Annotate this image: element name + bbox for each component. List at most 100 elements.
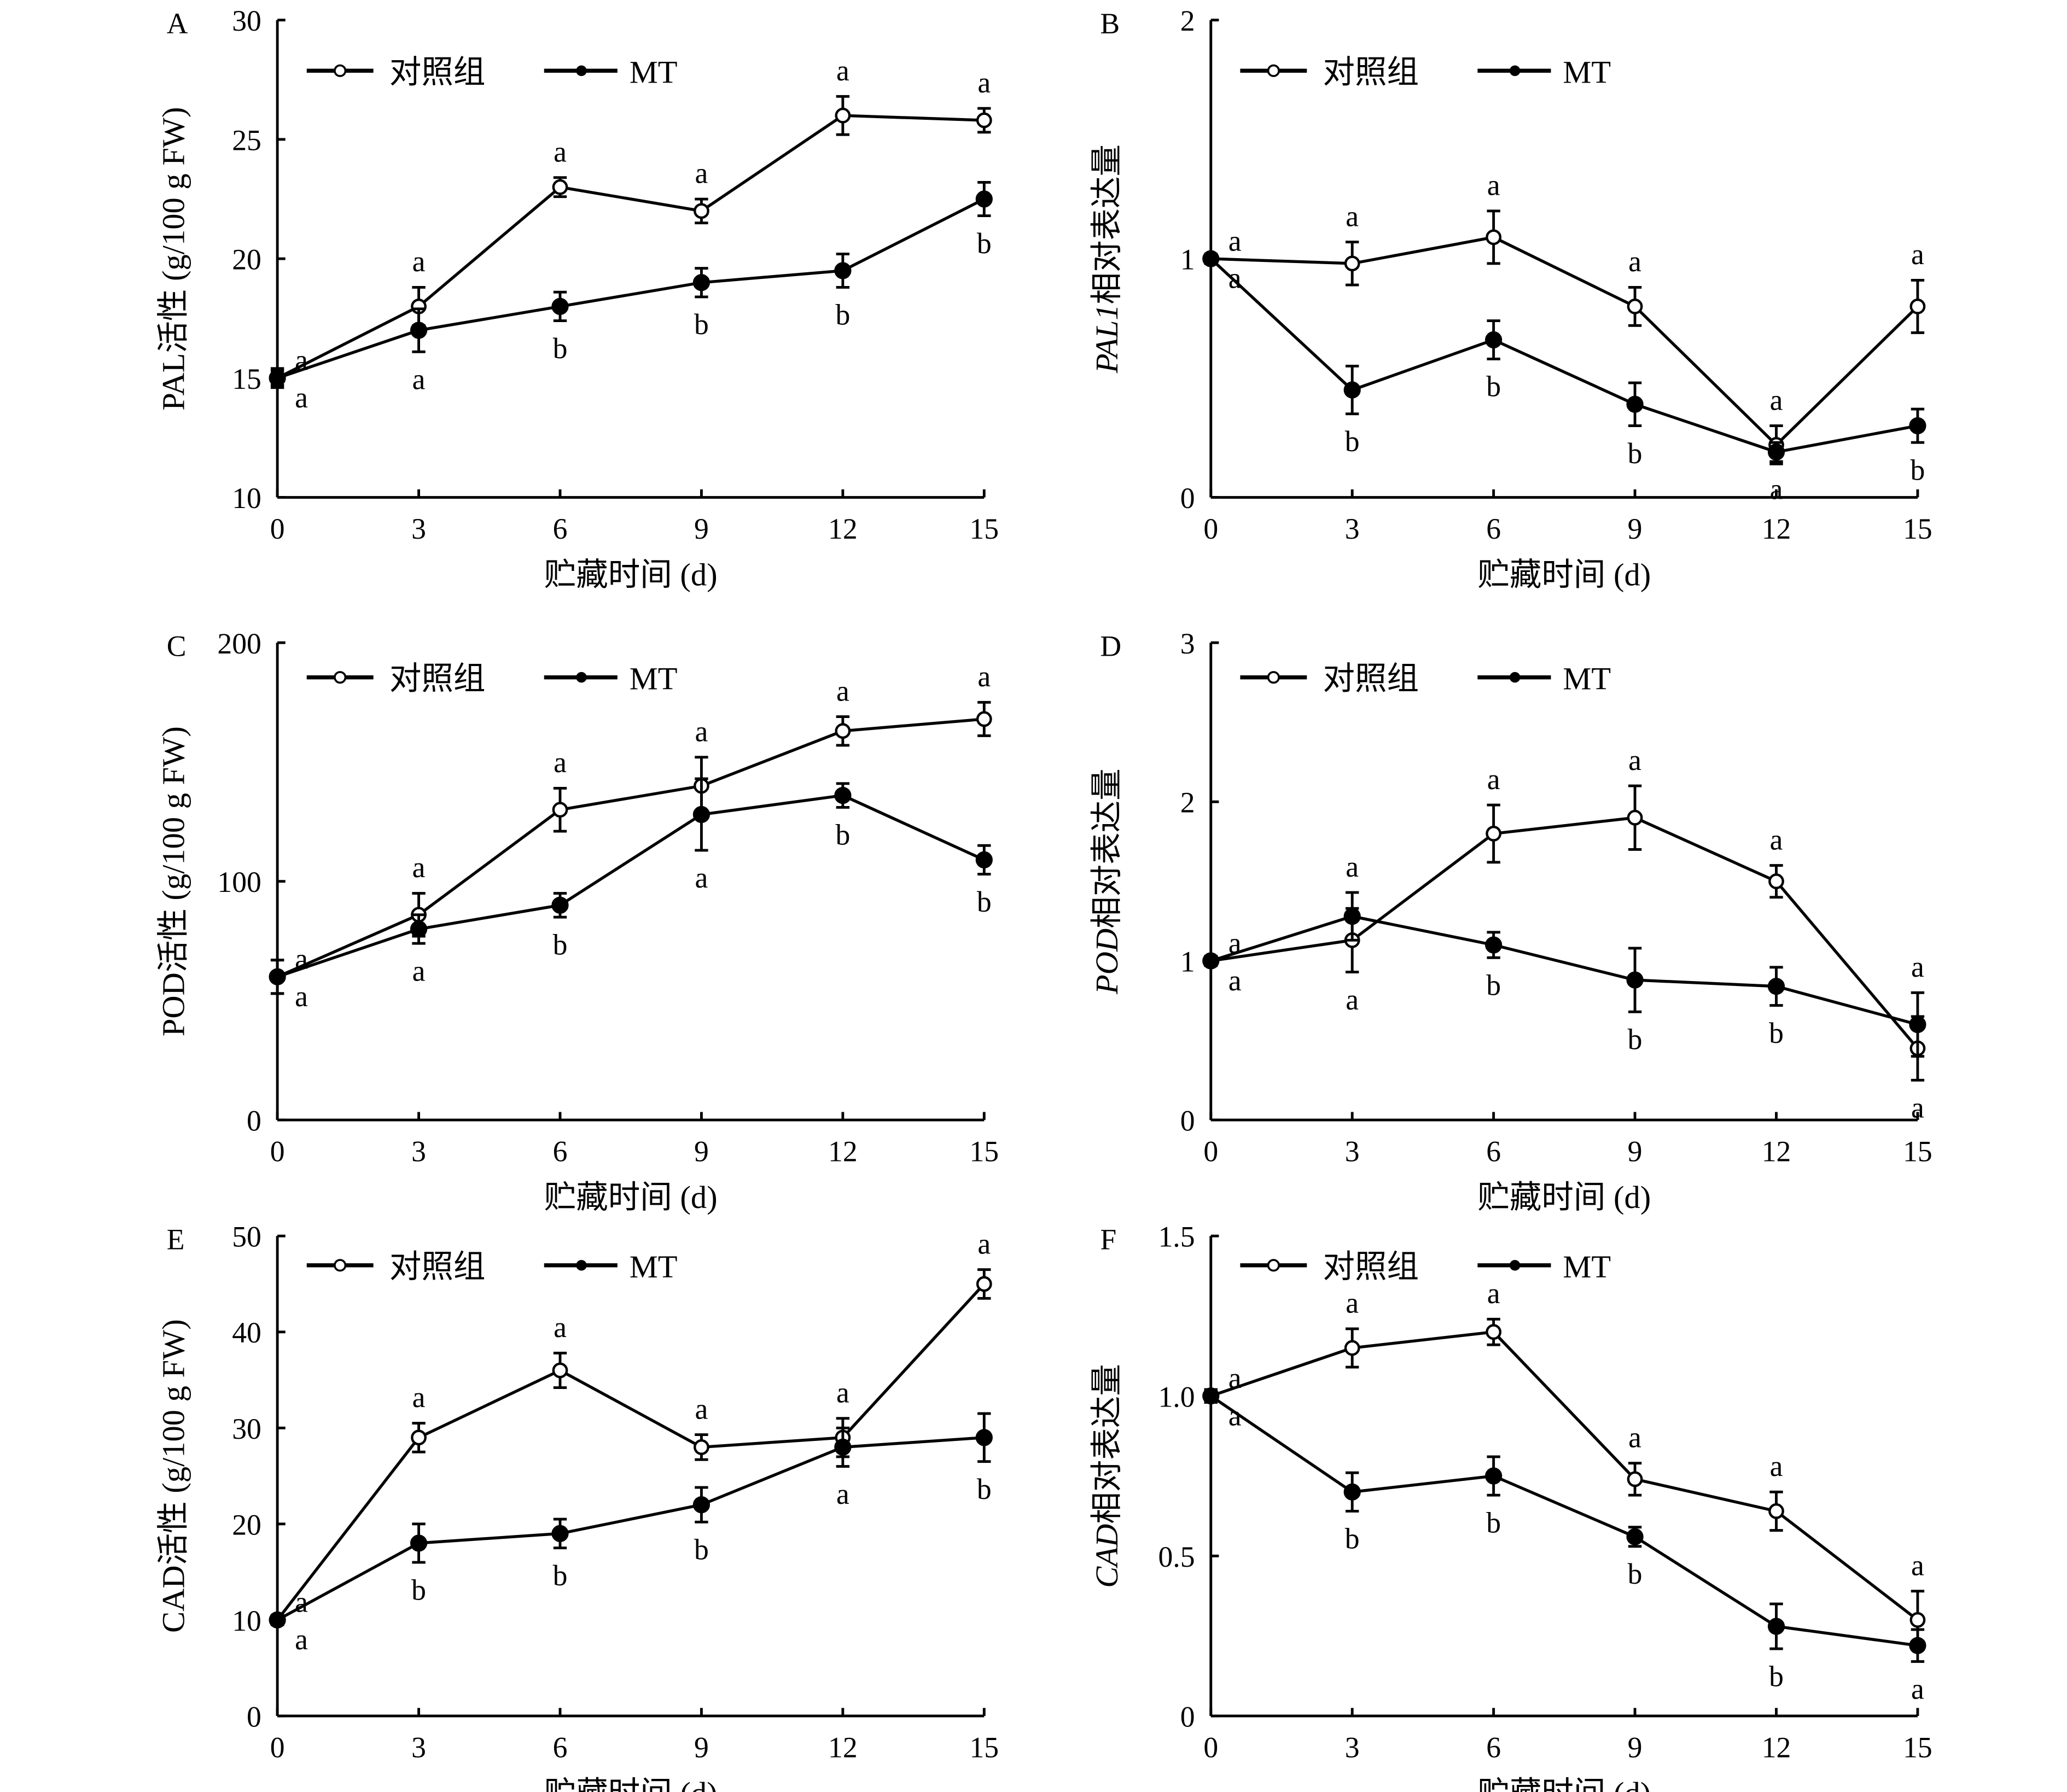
data-point — [1627, 1471, 1643, 1487]
x-tick-label: 9 — [1628, 512, 1643, 545]
data-point — [1909, 1612, 1926, 1628]
significance-letter: a — [554, 135, 567, 168]
legend: 对照组 MT — [306, 54, 678, 90]
significance-letter: a — [412, 851, 426, 884]
panel-letter: D — [1100, 630, 1121, 663]
data-point — [1485, 1467, 1503, 1485]
data-point — [1344, 1340, 1360, 1356]
y-axis-label: CAD相对表达量 — [1089, 1364, 1125, 1588]
data-point — [1767, 1618, 1785, 1635]
x-tick-label: 6 — [553, 512, 568, 545]
x-tick-label: 0 — [1203, 512, 1218, 545]
y-tick-label: 40 — [232, 1316, 261, 1349]
panel-f: F 0 0.5 1.0 1.5 0 3 6 9 12 15 贮藏时间 (d) CAD相对表达量 对照组 MT… — [1089, 1221, 1932, 1792]
data-point — [834, 786, 852, 804]
significance-letter: a — [695, 1392, 708, 1425]
y-tick-label: 10 — [232, 482, 261, 515]
series-line — [277, 793, 985, 978]
data-point — [694, 203, 709, 219]
significance-letter: a — [412, 1381, 426, 1414]
data-point — [411, 1429, 427, 1446]
significance-letter: a — [1770, 1450, 1783, 1482]
y-axis-label: CAD活性 (g/100 g FW) — [155, 1319, 191, 1633]
panel-a: A 10 15 20 25 30 0 3 6 9 12 15 贮藏时间 (d) PAL活性 (g/100 … — [155, 4, 999, 592]
panel-letter: F — [1100, 1223, 1116, 1256]
significance-letter: b — [694, 1533, 709, 1566]
data-point — [692, 805, 711, 824]
legend-label-mt: MT — [630, 661, 678, 697]
x-tick-label: 3 — [1345, 1135, 1360, 1168]
x-tick-label: 0 — [1203, 1731, 1218, 1764]
x-tick-label: 12 — [828, 512, 858, 545]
panel-letter: A — [167, 7, 188, 40]
legend: 对照组 MT — [1240, 1249, 1611, 1285]
x-tick-label: 12 — [1762, 1135, 1791, 1168]
x-tick-label: 3 — [1345, 512, 1360, 545]
significance-letter: b — [1769, 1017, 1784, 1049]
data-point — [1768, 873, 1784, 890]
significance-letter: a — [1346, 200, 1359, 232]
x-axis-label: 贮藏时间 (d) — [544, 1180, 718, 1215]
x-tick-label: 15 — [969, 1731, 999, 1764]
x-tick-label: 3 — [1345, 1731, 1360, 1764]
x-tick-label: 12 — [1762, 1731, 1791, 1764]
legend: 对照组 MT — [1240, 54, 1611, 90]
legend-label-mt: MT — [1563, 54, 1611, 90]
legend-marker-mt — [1509, 65, 1521, 77]
legend-label-mt: MT — [1563, 1249, 1611, 1285]
y-axis-label-text: POD活性 (g/100 g FW) — [155, 726, 191, 1036]
data-point — [1486, 1324, 1502, 1340]
x-tick-label: 3 — [411, 1731, 426, 1764]
legend-marker-control — [334, 64, 347, 77]
significance-letter: b — [694, 308, 709, 341]
significance-letter: b — [977, 1473, 992, 1505]
y-axis-label-text: 相对表达量 — [1089, 1364, 1125, 1524]
series-mt: a a b a b b — [269, 777, 993, 1013]
significance-letter: a — [1911, 238, 1924, 271]
y-axis-label-text: CAD活性 (g/100 g FW) — [155, 1319, 191, 1633]
significance-letter: a — [836, 674, 849, 707]
legend-marker-control — [334, 1259, 347, 1272]
x-tick-label: 15 — [1903, 1731, 1932, 1764]
series-line — [276, 1436, 985, 1621]
data-point — [692, 1496, 711, 1514]
significance-letter: b — [835, 819, 850, 851]
data-point — [551, 896, 569, 914]
legend-marker-mt — [576, 65, 587, 77]
data-point — [1909, 1015, 1926, 1034]
panel-letter: C — [167, 630, 187, 663]
data-point — [1626, 971, 1644, 989]
data-point — [1909, 299, 1926, 314]
significance-letter: a — [1770, 823, 1783, 856]
significance-letter: a — [695, 715, 708, 748]
y-tick-label: 0.5 — [1158, 1540, 1195, 1573]
significance-letter: a — [412, 245, 426, 278]
data-point — [1343, 381, 1361, 399]
y-tick-label: 1 — [1180, 243, 1195, 276]
legend-marker-control — [1267, 1259, 1280, 1272]
x-tick-label: 15 — [969, 1135, 999, 1168]
significance-letter: a — [836, 1376, 849, 1409]
legend: 对照组 MT — [1240, 661, 1611, 697]
significance-letter: a — [977, 1227, 991, 1260]
data-point — [834, 262, 852, 279]
significance-letter: b — [1769, 1660, 1784, 1692]
x-axis-label: 贮藏时间 (d) — [1477, 1180, 1651, 1215]
x-tick-label: 15 — [1903, 512, 1932, 545]
panel-letter: B — [1100, 7, 1120, 40]
significance-letter: a — [1911, 1091, 1924, 1124]
y-axis-label-text: 相对表达量 — [1089, 768, 1125, 929]
x-tick-label: 12 — [828, 1731, 858, 1764]
legend-label-control: 对照组 — [1323, 54, 1419, 90]
data-point — [552, 1362, 568, 1379]
x-axis-label: 贮藏时间 (d) — [544, 1776, 718, 1792]
x-tick-label: 9 — [694, 512, 709, 545]
data-point — [551, 297, 569, 315]
legend-marker-mt — [1509, 672, 1521, 683]
significance-letter: a — [295, 1586, 308, 1619]
significance-letter: a — [295, 1623, 308, 1656]
